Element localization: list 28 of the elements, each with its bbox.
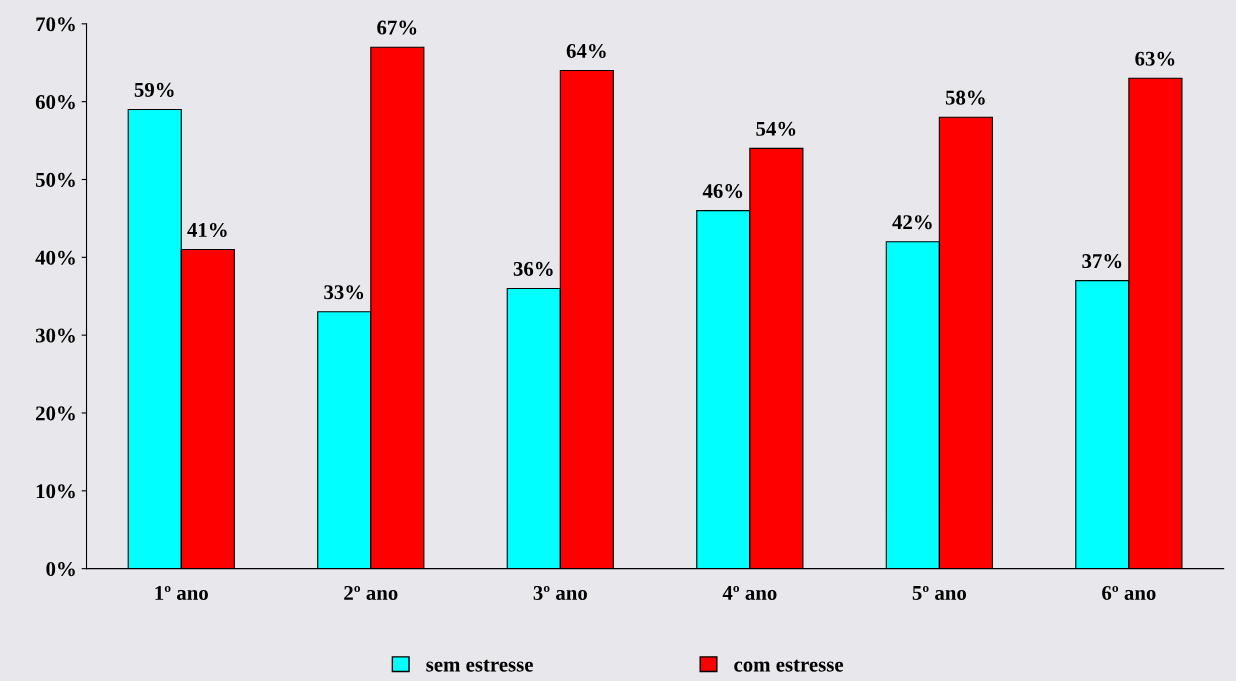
data-label: 58% [945, 90, 985, 105]
y-tick-label: 50% [35, 172, 75, 187]
x-tick-label: 3º ano [533, 585, 587, 600]
data-label: 67% [377, 20, 417, 35]
data-label: 46% [702, 184, 743, 199]
data-label: 42% [892, 215, 932, 230]
x-tick-label: 4º ano [722, 585, 777, 600]
data-label: 36% [513, 261, 553, 276]
y-tick-label: 30% [35, 328, 75, 343]
y-tick-label: 40% [35, 250, 75, 265]
y-tick-label: 70% [36, 17, 75, 32]
x-tick-label: 2º ano [344, 585, 398, 600]
y-tick-label: 0% [46, 562, 75, 577]
y-tick-label: 20% [36, 406, 75, 421]
data-label: 59% [134, 82, 174, 97]
data-label: 64% [566, 43, 606, 59]
data-label: 54% [756, 121, 796, 136]
x-tick-label: 5º ano [912, 585, 967, 600]
x-tick-label: 6º ano [1102, 585, 1156, 600]
data-label: 63% [1135, 51, 1175, 66]
legend-label: sem estresse [426, 659, 533, 672]
x-tick-label: 1º ano [155, 585, 208, 600]
y-tick-label: 60% [35, 95, 75, 110]
data-label: 37% [1082, 254, 1122, 269]
y-tick-label: 10% [36, 484, 75, 499]
legend-label: com estresse [734, 659, 844, 672]
data-label: 41% [187, 222, 227, 238]
data-label: 33% [324, 285, 364, 300]
